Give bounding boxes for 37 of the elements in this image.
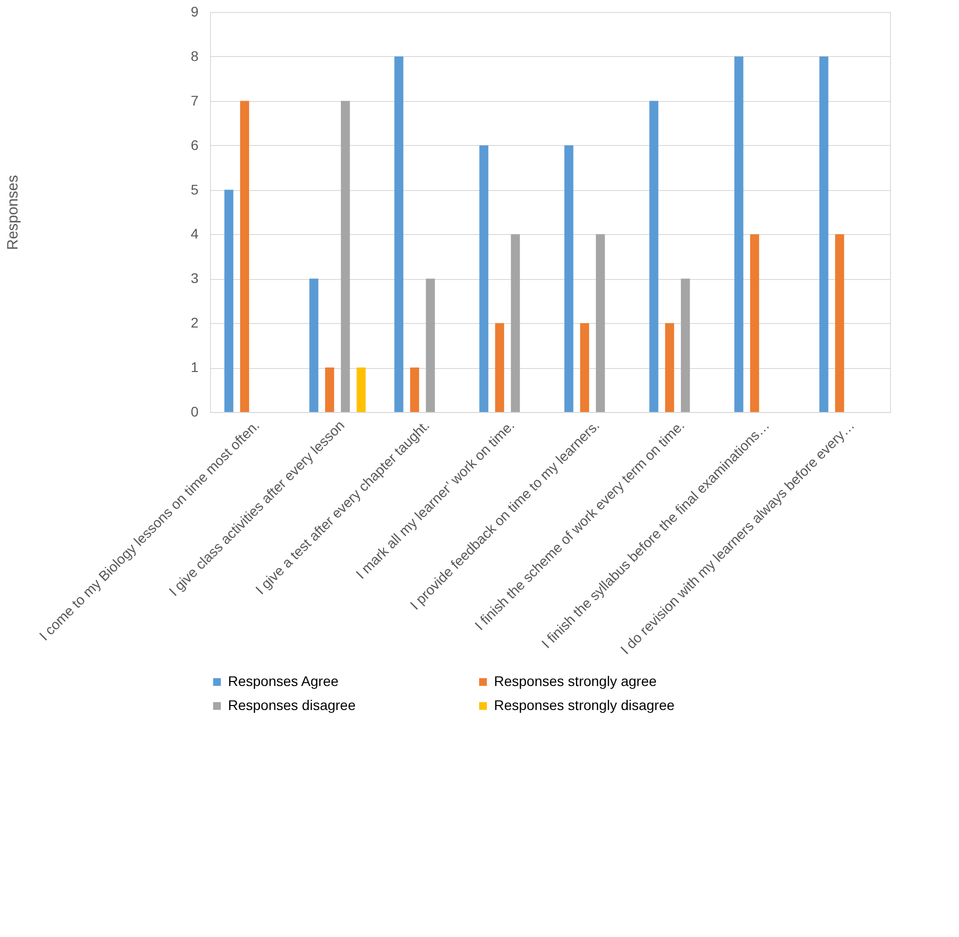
bar <box>580 323 590 412</box>
legend-label: Responses Agree <box>228 673 339 689</box>
bar <box>325 368 334 412</box>
legend-label: Responses strongly disagree <box>494 697 675 713</box>
bar <box>394 56 404 412</box>
bar <box>510 234 520 412</box>
bar <box>479 145 488 412</box>
bar <box>835 234 844 412</box>
bar <box>750 234 760 412</box>
y-tick-label: 8 <box>190 48 199 64</box>
bar <box>596 234 605 412</box>
y-tick-label: 3 <box>190 270 199 286</box>
y-tick-label: 5 <box>190 181 199 198</box>
bar <box>734 56 744 412</box>
bar <box>224 190 234 412</box>
y-tick-label: 0 <box>190 404 199 420</box>
bar <box>309 278 318 412</box>
bar <box>340 100 350 412</box>
bar <box>649 100 658 412</box>
bar <box>665 323 674 412</box>
y-axis-title: Responses <box>4 174 22 250</box>
y-tick-label: 2 <box>190 314 199 331</box>
bar <box>426 278 435 412</box>
y-tick-label: 4 <box>190 226 199 242</box>
bar <box>495 323 504 412</box>
y-tick-label: 6 <box>190 136 199 153</box>
y-tick-label: 9 <box>190 4 199 20</box>
bar <box>356 368 366 412</box>
y-tick-label: 7 <box>190 92 199 108</box>
legend-label: Responses disagree <box>228 697 356 713</box>
legend-label: Responses strongly agree <box>494 673 657 689</box>
bar <box>240 100 250 412</box>
bar <box>819 56 828 412</box>
bar <box>680 278 690 412</box>
y-tick-label: 1 <box>190 359 199 376</box>
bar <box>410 368 420 412</box>
bar <box>564 145 574 412</box>
